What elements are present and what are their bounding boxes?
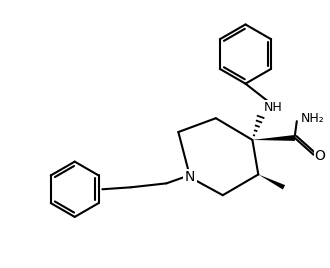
Polygon shape bbox=[258, 174, 285, 189]
Polygon shape bbox=[252, 135, 295, 141]
Text: O: O bbox=[314, 149, 325, 163]
Text: NH: NH bbox=[264, 101, 283, 114]
Text: NH₂: NH₂ bbox=[301, 112, 324, 125]
Text: N: N bbox=[185, 170, 195, 184]
